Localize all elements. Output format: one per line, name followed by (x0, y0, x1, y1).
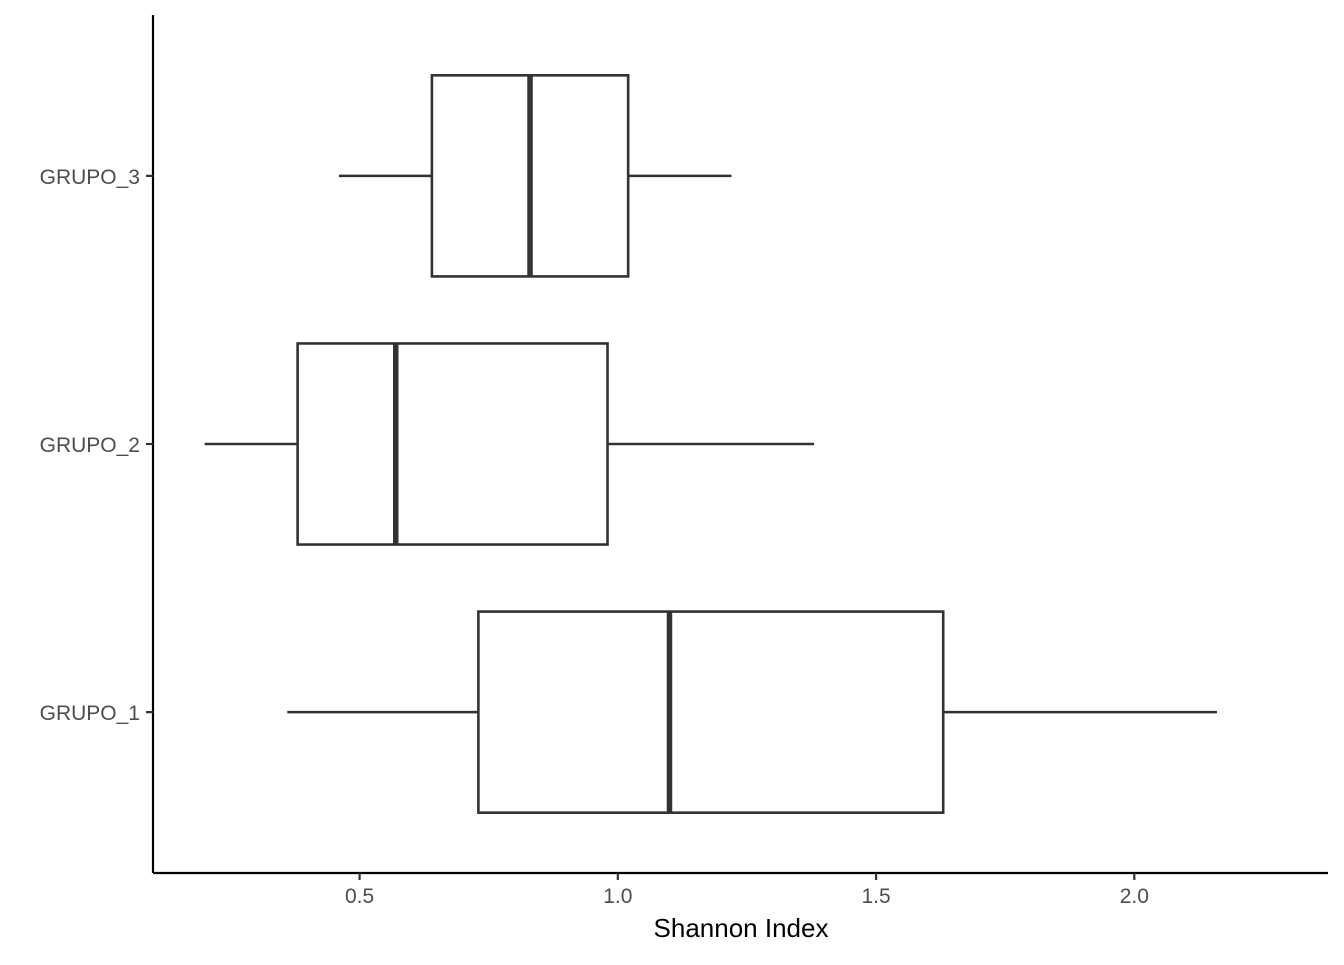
y-tick-label: GRUPO_3 (40, 166, 140, 189)
x-tick-label: 1.5 (861, 885, 890, 908)
box-grupo-3 (338, 74, 732, 278)
box-grupo-1 (287, 610, 1217, 814)
iqr-box-grupo-2 (296, 342, 609, 546)
box-grupo-2 (204, 342, 815, 546)
x-tick-label: 1.0 (603, 885, 632, 908)
boxes-layer (204, 74, 1217, 814)
x-tick-label: 2.0 (1120, 885, 1149, 908)
x-tick-label: 0.5 (345, 885, 374, 908)
y-tick-label: GRUPO_2 (40, 434, 140, 457)
y-tick-label: GRUPO_1 (40, 702, 140, 725)
axes-layer: 0.5 1.0 1.5 2.0 GRUPO_1 GRUPO_2 GRUPO_3 (40, 15, 1328, 908)
iqr-box-grupo-1 (477, 610, 945, 814)
x-axis-title: Shannon Index (654, 913, 829, 943)
